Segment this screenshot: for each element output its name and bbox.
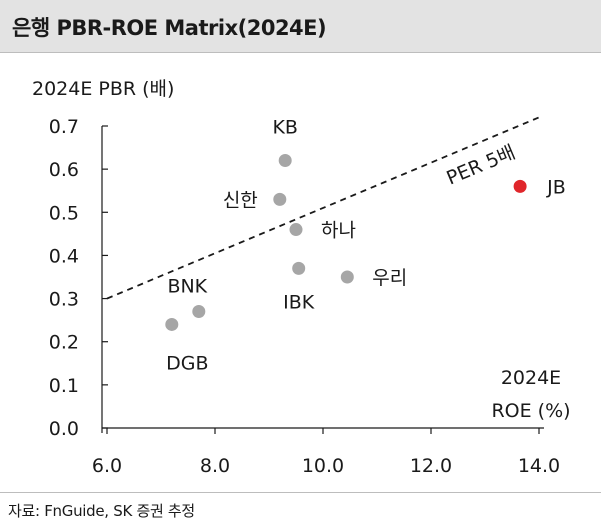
data-point-label: BNK [167, 276, 207, 298]
data-point-label: JB [546, 176, 566, 198]
data-point [292, 261, 306, 275]
y-tick-label: 0.5 [49, 202, 79, 224]
y-tick-label: 0.1 [49, 375, 79, 397]
y-tick-label: 0.7 [49, 116, 79, 138]
page-title: 은행 PBR-ROE Matrix(2024E) [12, 16, 327, 40]
data-point [289, 223, 303, 237]
x-ticks: 6.0 8.0 10.0 12.0 14.0 [92, 428, 560, 477]
data-point-label: IBK [283, 291, 315, 313]
y-tick-label: 0.2 [49, 332, 79, 354]
data-point-label: KB [272, 117, 298, 139]
y-tick-label: 0.3 [49, 289, 79, 311]
x-axis-label-line: 2024E [501, 367, 561, 389]
y-tick-label: 0.0 [49, 418, 79, 440]
data-point [513, 179, 527, 193]
x-tick-label: 12.0 [410, 455, 452, 477]
data-point-label: 하나 [321, 220, 356, 242]
x-tick-label: 8.0 [200, 455, 230, 477]
reference-line-label: PER 5배 [443, 141, 518, 189]
footer-divider [0, 492, 601, 493]
y-tick-label: 0.6 [49, 159, 79, 181]
title-bar: 은행 PBR-ROE Matrix(2024E) [0, 0, 601, 52]
title-divider [0, 52, 601, 53]
x-axis-label-line: ROE (%) [491, 400, 570, 422]
data-point-label: 신한 [223, 189, 258, 211]
x-tick-label: 6.0 [92, 455, 122, 477]
per-5x-reference-line [106, 116, 540, 300]
x-tick-label: 14.0 [518, 455, 560, 477]
x-axis-label: 2024E ROE (%) [491, 367, 570, 422]
source-note: 자료: FnGuide, SK 증권 추정 [8, 502, 195, 520]
data-point [340, 270, 354, 284]
data-point-label: DGB [166, 352, 208, 374]
x-tick-label: 10.0 [302, 455, 344, 477]
y-tick-label: 0.4 [49, 245, 79, 267]
y-axis-label: 2024E PBR (배) [32, 78, 174, 100]
data-point [165, 317, 179, 331]
data-point [278, 154, 292, 168]
y-ticks: 0.0 0.1 0.2 0.3 0.4 0.5 0.6 0.7 [49, 116, 108, 440]
scatter-chart: 2024E PBR (배) PER 5배 0.00.10.20.30.40.50… [32, 78, 571, 477]
data-point [273, 192, 287, 206]
data-point [192, 305, 206, 319]
data-point-label: 우리 [372, 267, 407, 289]
